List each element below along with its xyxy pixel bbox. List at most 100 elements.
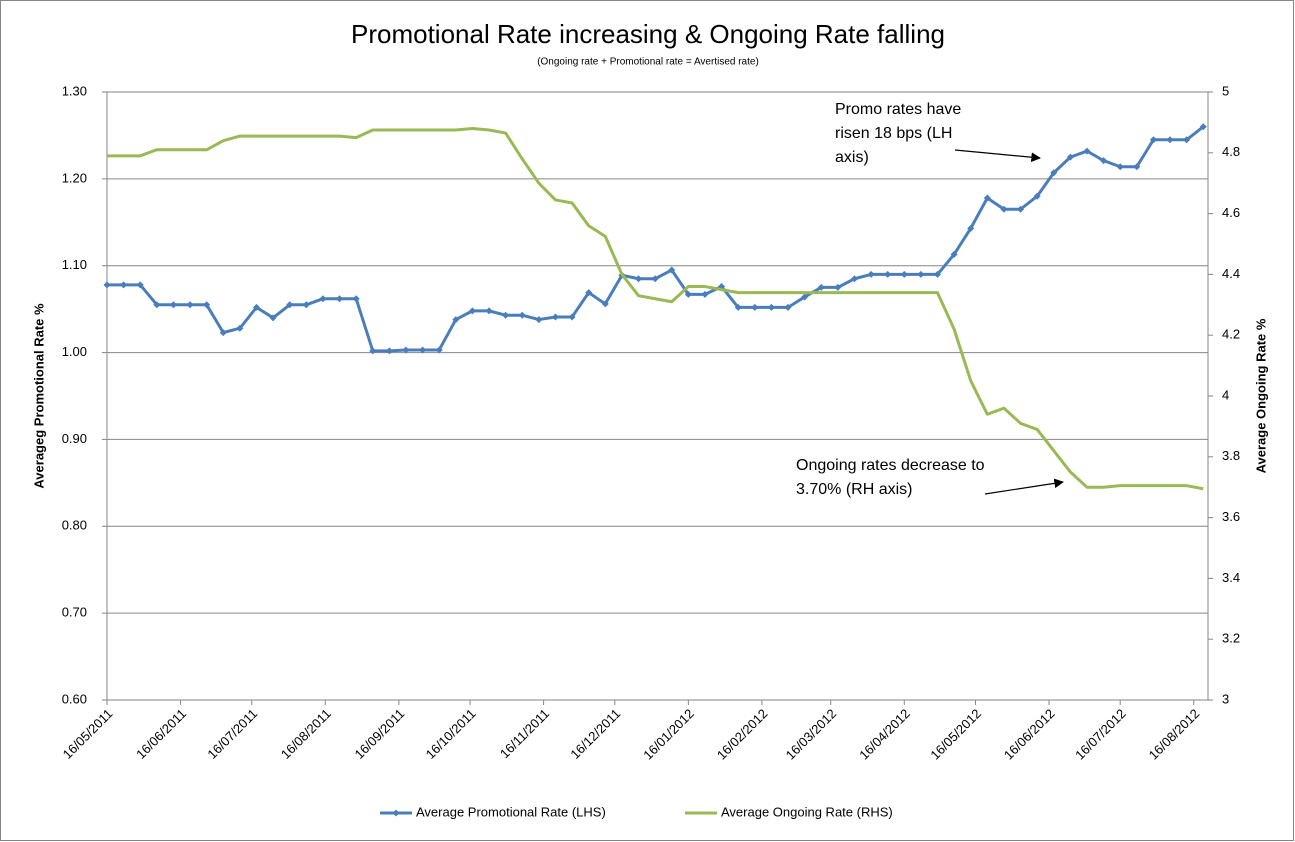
data-point	[684, 290, 692, 298]
data-point	[120, 281, 128, 289]
data-point	[850, 275, 858, 283]
data-point	[286, 301, 294, 309]
data-point	[817, 283, 825, 291]
data-point	[1066, 153, 1074, 161]
data-point	[269, 314, 277, 322]
y2-tick-label: 4	[1222, 387, 1229, 402]
annotation: Promo rates have	[835, 101, 961, 118]
y-tick-label: 1.00	[62, 344, 87, 359]
legend-label: Average Ongoing Rate (RHS)	[721, 804, 893, 819]
y-tick-label: 0.90	[62, 431, 87, 446]
data-point	[884, 270, 892, 278]
data-point	[585, 289, 593, 297]
data-point	[1017, 205, 1025, 213]
data-point	[1183, 136, 1191, 144]
data-point	[950, 250, 958, 258]
data-point	[1149, 136, 1157, 144]
y-tick-label: 0.80	[62, 518, 87, 533]
data-point	[1199, 123, 1207, 131]
data-point	[551, 313, 559, 321]
annotation: axis)	[835, 149, 869, 166]
legend-marker	[392, 809, 400, 817]
y-tick-label: 0.60	[62, 691, 87, 706]
data-point	[834, 283, 842, 291]
data-point	[784, 303, 792, 311]
data-point	[153, 301, 161, 309]
data-point	[917, 270, 925, 278]
data-point	[302, 301, 310, 309]
data-point	[651, 275, 659, 283]
data-point	[419, 346, 427, 354]
data-point	[169, 301, 177, 309]
data-point	[1033, 192, 1041, 200]
annotation: Ongoing rates decrease to	[796, 457, 985, 474]
data-point	[668, 266, 676, 274]
data-point	[1100, 157, 1108, 165]
data-point	[369, 347, 377, 355]
y2-tick-label: 5	[1222, 83, 1229, 98]
data-point	[734, 303, 742, 311]
data-point	[103, 281, 111, 289]
y2-tick-label: 4.8	[1222, 144, 1240, 159]
data-point	[468, 307, 476, 315]
y2-tick-label: 4.6	[1222, 205, 1240, 220]
y-tick-label: 1.30	[62, 83, 87, 98]
data-point	[967, 224, 975, 232]
data-point	[601, 300, 609, 308]
data-point	[518, 311, 526, 319]
series-line	[107, 126, 1204, 491]
legend-label: Average Promotional Rate (LHS)	[416, 804, 606, 819]
data-point	[236, 324, 244, 332]
data-point	[535, 316, 543, 324]
data-point	[186, 301, 194, 309]
y-tick-label: 1.10	[62, 257, 87, 272]
y-axis-title: Averageg Promotional Rate %	[31, 303, 46, 489]
data-point	[751, 303, 759, 311]
data-point	[1116, 163, 1124, 171]
data-point	[352, 295, 360, 303]
data-point	[801, 293, 809, 301]
y-tick-label: 1.20	[62, 170, 87, 185]
data-point	[435, 346, 443, 354]
data-point	[385, 347, 393, 355]
annotation: risen 18 bps (LH	[835, 125, 952, 142]
data-point	[635, 275, 643, 283]
data-point	[219, 329, 227, 337]
data-point	[203, 301, 211, 309]
y2-tick-label: 3.8	[1222, 448, 1240, 463]
chart-title: Promotional Rate increasing & Ongoing Ra…	[351, 19, 945, 49]
y2-tick-label: 3.6	[1222, 509, 1240, 524]
data-point	[1133, 163, 1141, 171]
y2-tick-label: 3.4	[1222, 570, 1240, 585]
data-point	[136, 281, 144, 289]
data-point	[452, 316, 460, 324]
data-point	[1050, 169, 1058, 177]
data-point	[336, 295, 344, 303]
data-point	[767, 303, 775, 311]
annotation-arrow	[954, 149, 1041, 162]
data-point	[485, 307, 493, 315]
data-point	[933, 270, 941, 278]
data-point	[319, 295, 327, 303]
data-point	[402, 346, 410, 354]
annotation: 3.70% (RH axis)	[796, 481, 912, 498]
data-point	[701, 290, 709, 298]
data-point	[568, 313, 576, 321]
annotation-arrow	[984, 478, 1064, 495]
data-point	[1000, 205, 1008, 213]
data-point	[1083, 147, 1091, 155]
data-point	[252, 303, 260, 311]
data-point	[983, 194, 991, 202]
data-point	[1166, 136, 1174, 144]
y2-axis-title: Average Ongoing Rate %	[1253, 318, 1268, 473]
y2-tick-label: 3.2	[1222, 631, 1240, 646]
data-point	[900, 270, 908, 278]
y2-tick-label: 4.4	[1222, 266, 1240, 281]
y2-tick-label: 3	[1222, 691, 1229, 706]
y2-tick-label: 4.2	[1222, 327, 1240, 342]
data-point	[502, 311, 510, 319]
chart-subtitle: (Ongoing rate + Promotional rate = Avert…	[537, 57, 759, 68]
